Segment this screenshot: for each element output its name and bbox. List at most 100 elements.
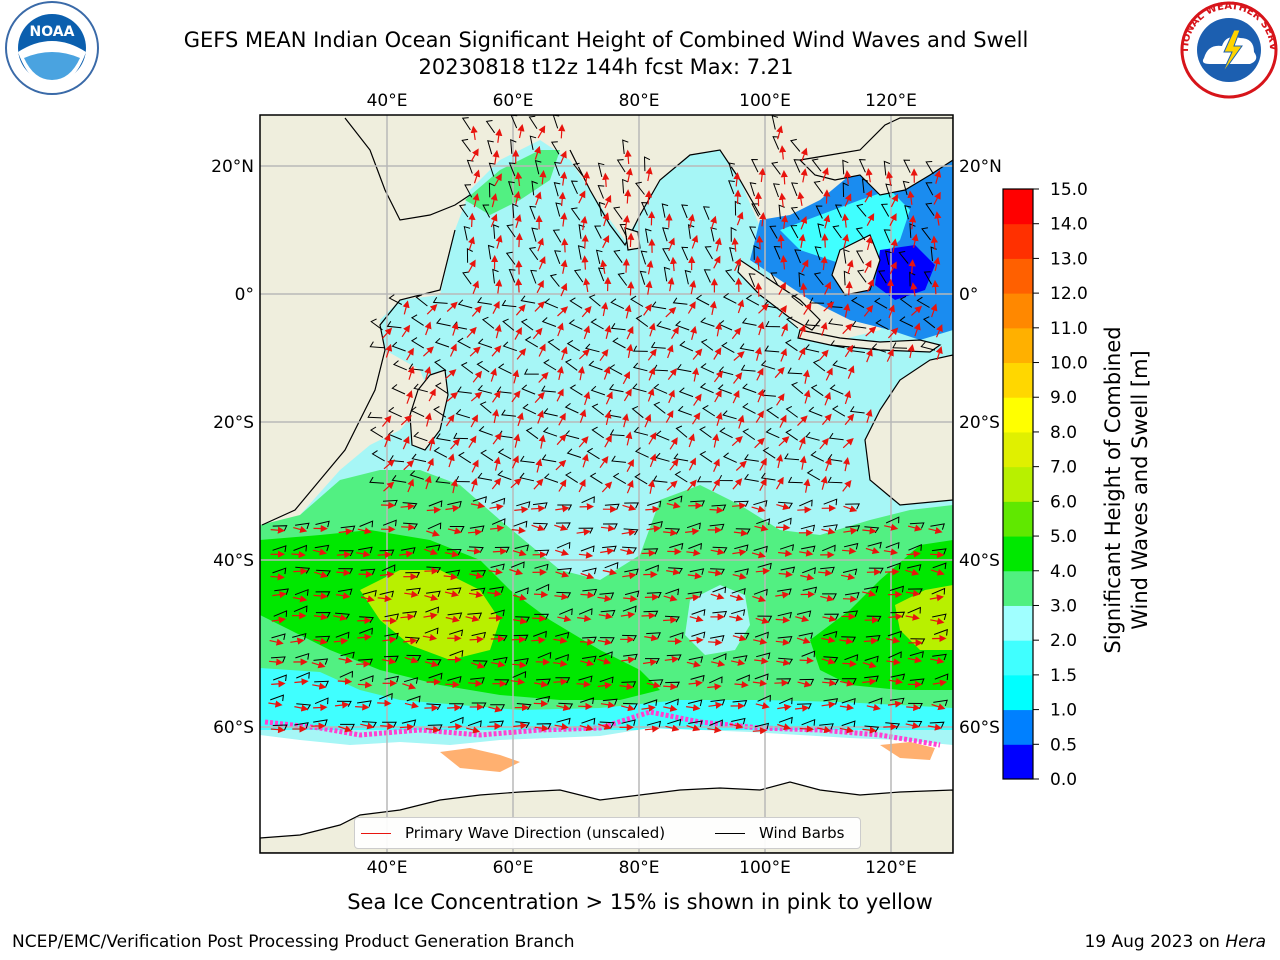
- wind-barb: [295, 522, 310, 530]
- wave-direction-arrow: [907, 343, 915, 359]
- wind-barb: [582, 655, 597, 663]
- wave-direction-arrow: [886, 348, 894, 362]
- wind-barb: [556, 717, 571, 725]
- wind-barb: [552, 229, 562, 243]
- wave-direction-arrow: [647, 387, 655, 402]
- wave-direction-arrow: [560, 259, 568, 274]
- wind-barb: [740, 364, 756, 372]
- wind-barb: [434, 382, 448, 394]
- wave-direction-arrow: [712, 433, 720, 448]
- wave-direction-arrow: [357, 633, 372, 641]
- wind-barb: [742, 402, 756, 414]
- wave-direction-arrow: [576, 528, 591, 536]
- wave-direction-arrow: [867, 278, 874, 293]
- wind-barb: [930, 523, 945, 530]
- wind-barb: [449, 716, 464, 724]
- wave-direction-arrow: [800, 215, 808, 230]
- wave-direction-arrow: [686, 704, 701, 712]
- wave-direction-arrow: [644, 413, 652, 428]
- wave-direction-arrow: [270, 726, 286, 734]
- wind-barb: [796, 610, 812, 618]
- wind-barb: [695, 294, 710, 306]
- wind-barb: [820, 566, 835, 574]
- wave-direction-arrow: [843, 505, 858, 513]
- wind-barb: [521, 384, 536, 395]
- wave-direction-arrow: [839, 703, 855, 711]
- wave-direction-arrow: [730, 658, 746, 666]
- wave-direction-arrow: [824, 281, 832, 295]
- wind-barb: [406, 695, 421, 703]
- wave-direction-arrow: [583, 277, 591, 293]
- wave-direction-arrow: [600, 259, 608, 274]
- wave-direction-arrow: [511, 390, 521, 403]
- wind-barb: [520, 295, 536, 304]
- wind-barb: [487, 140, 494, 155]
- wave-direction-arrow: [402, 436, 410, 450]
- wind-barb: [722, 293, 737, 304]
- lon-tick-bottom: 120°E: [865, 858, 917, 878]
- wave-direction-arrow: [711, 659, 726, 667]
- wave-direction-arrow: [778, 436, 790, 447]
- wind-barb: [508, 269, 516, 283]
- wave-direction-arrow: [515, 171, 523, 186]
- wind-barb: [832, 225, 842, 239]
- wind-barb: [403, 677, 419, 684]
- wind-barb: [491, 518, 506, 525]
- wave-direction-arrow: [756, 367, 764, 381]
- wind-barb: [449, 629, 464, 637]
- wind-barb: [478, 426, 493, 436]
- wave-direction-arrow: [842, 233, 850, 248]
- wave-direction-arrow: [779, 145, 787, 160]
- wave-direction-arrow: [534, 724, 549, 732]
- wind-barb: [934, 673, 949, 681]
- wave-direction-arrow: [470, 477, 478, 492]
- wave-direction-arrow: [470, 414, 478, 428]
- wind-barb: [635, 181, 645, 195]
- wind-barb: [909, 223, 916, 238]
- wind-barb: [460, 362, 474, 374]
- wind-barb: [721, 341, 735, 354]
- wind-barb: [578, 608, 593, 615]
- wave-direction-arrow: [516, 348, 527, 360]
- wave-direction-arrow: [735, 460, 747, 471]
- wind-barb: [867, 541, 882, 549]
- wind-barb: [810, 451, 825, 462]
- wave-direction-arrow: [906, 550, 921, 558]
- wind-barb: [777, 588, 792, 595]
- wind-barb: [477, 384, 493, 394]
- wind-barb: [588, 294, 601, 307]
- wind-barb: [892, 342, 908, 349]
- wind-barb: [677, 405, 692, 416]
- wind-barb: [477, 338, 493, 349]
- wave-direction-arrow: [450, 478, 458, 494]
- wind-barb: [648, 521, 663, 528]
- wave-direction-arrow: [839, 637, 854, 645]
- wind-barb: [675, 425, 688, 438]
- wave-direction-arrow: [422, 633, 438, 642]
- wave-direction-arrow: [604, 410, 612, 426]
- wave-direction-arrow: [754, 282, 763, 297]
- wave-direction-arrow: [797, 506, 812, 514]
- wind-barb: [424, 627, 439, 635]
- wind-barb: [543, 408, 558, 417]
- wind-barb: [508, 162, 516, 177]
- wind-barb: [728, 162, 735, 177]
- wave-direction-arrow: [646, 681, 661, 689]
- wind-barb: [461, 117, 471, 131]
- legend-item-wind: Wind Barbs: [715, 824, 844, 842]
- wave-direction-arrow: [512, 549, 527, 557]
- wave-direction-arrow: [424, 660, 439, 668]
- wind-barb: [925, 182, 934, 196]
- wind-barb: [765, 320, 781, 328]
- wave-direction-arrow: [553, 678, 568, 686]
- wind-barb: [569, 384, 583, 396]
- wind-barb: [490, 704, 506, 711]
- wind-barb: [931, 548, 947, 555]
- wind-barb: [864, 655, 879, 663]
- wave-direction-arrow: [510, 478, 522, 489]
- wind-barb: [335, 631, 350, 639]
- wave-direction-arrow: [494, 173, 502, 186]
- wave-direction-arrow: [557, 306, 569, 317]
- wind-barb: [485, 120, 496, 134]
- wind-barb: [760, 360, 776, 370]
